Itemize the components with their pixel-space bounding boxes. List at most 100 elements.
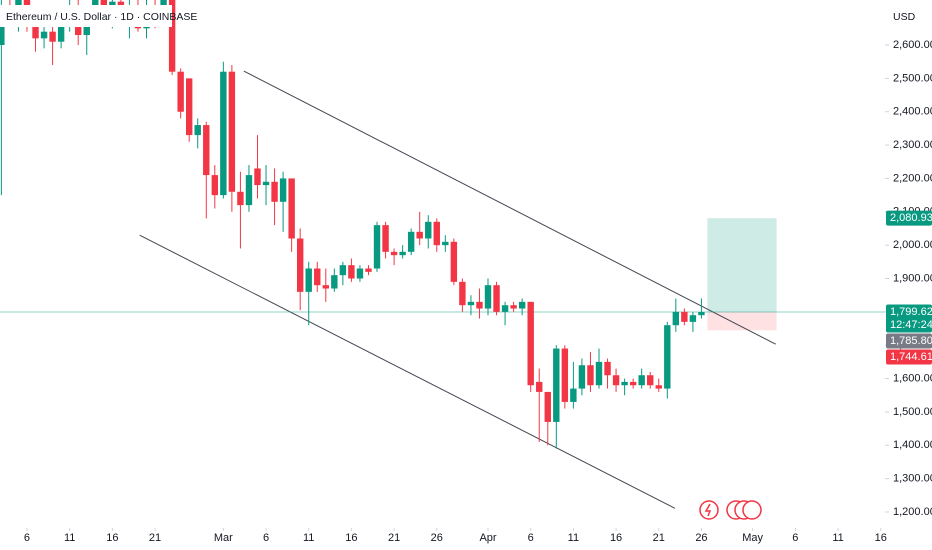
candle-body [433, 221, 440, 246]
trendline [243, 70, 776, 345]
x-tick-label: 6 [528, 532, 534, 544]
candle-body [32, 25, 39, 39]
y-tick-label: 2,000.00 [893, 239, 932, 251]
plot-area [0, 0, 885, 509]
candle-body [612, 375, 620, 386]
price-tag-label: 1,799.62 [890, 306, 932, 318]
currency-label: USD [893, 11, 916, 23]
candle-body [322, 285, 329, 289]
candle-body [629, 381, 637, 386]
candle-body [254, 168, 261, 186]
candle-body [262, 181, 270, 186]
candle-body [425, 221, 432, 239]
alert-icon[interactable] [699, 500, 719, 520]
candle-body [501, 305, 509, 312]
x-tick-label: 26 [431, 532, 443, 544]
price-tag [886, 349, 932, 365]
candle-body [100, 0, 108, 9]
candle-body [245, 175, 253, 206]
y-tick-label: 1,400.00 [893, 439, 932, 451]
candle-body [450, 241, 458, 282]
y-tick-label: 2,200.00 [893, 172, 932, 184]
x-tick-label: 6 [263, 532, 269, 544]
price-tag [886, 333, 932, 349]
candle-body [493, 285, 500, 312]
y-tick-label: 1,900.00 [893, 272, 932, 284]
y-tick-label: 2,400.00 [893, 106, 932, 118]
candle-body [484, 285, 492, 309]
candle-body [442, 241, 449, 246]
candle-body [237, 191, 244, 206]
candle-body [527, 301, 534, 386]
price-tag [886, 210, 932, 226]
candle-body [271, 181, 278, 202]
candle-body [314, 268, 321, 286]
candle-body [356, 268, 364, 279]
candle-body [664, 325, 671, 389]
candle-body [510, 305, 517, 309]
candle-body [228, 71, 236, 192]
candle-body [536, 381, 543, 392]
candle-body [578, 365, 586, 389]
event-icon[interactable] [742, 500, 762, 520]
candle-body [638, 375, 645, 386]
price-tag-label: 2,080.93 [890, 212, 932, 224]
x-tick-label: 26 [695, 532, 707, 544]
chart-title: Ethereum / U.S. Dollar · 1D · COINBASE [6, 11, 197, 23]
candle-body [655, 385, 662, 389]
y-tick-label: 2,300.00 [893, 139, 932, 151]
y-tick-label: 2,600.00 [893, 39, 932, 51]
candle-body [681, 311, 688, 322]
x-tick-label: 6 [792, 532, 798, 544]
x-tick-label: Apr [479, 532, 496, 544]
candle-body [544, 391, 551, 422]
price-tag [886, 304, 932, 333]
candle-body [553, 348, 560, 422]
candle-body [288, 178, 295, 239]
candle-body [476, 301, 483, 309]
candle-body [390, 251, 398, 256]
x-tick-label: 16 [610, 532, 622, 544]
x-tick-label: 6 [24, 532, 30, 544]
x-tick-label: 11 [303, 532, 314, 544]
x-tick-label: 11 [832, 532, 843, 544]
price-tag-label: 1,744.61 [890, 351, 932, 363]
x-tick-label: Mar [214, 532, 233, 544]
candle-body [459, 281, 466, 306]
candle-body [220, 71, 227, 196]
candle-body [40, 31, 48, 39]
candle-body [57, 18, 65, 42]
x-tick-label: 21 [388, 532, 400, 544]
candle-body [49, 31, 56, 42]
candle-body [177, 71, 184, 112]
candle-body [305, 268, 312, 292]
candle-body [168, 0, 176, 72]
candle-body [399, 251, 406, 256]
candle-body [561, 348, 569, 402]
x-tick-label: 11 [568, 532, 579, 544]
candle-body [339, 265, 347, 276]
price-tag-label: 1,785.80 [890, 335, 932, 347]
x-tick-label: 16 [875, 532, 887, 544]
title-background [0, 5, 172, 27]
candle-body [331, 275, 338, 289]
candle-body [348, 265, 355, 279]
candle-body [416, 231, 423, 239]
x-tick-label: 16 [345, 532, 357, 544]
y-tick-label: 1,600.00 [893, 372, 932, 384]
candle-body [604, 361, 611, 376]
toolbar-icons[interactable] [699, 500, 762, 520]
trendline [139, 234, 676, 509]
y-tick-label: 1,500.00 [893, 406, 932, 418]
candle-body [467, 301, 475, 306]
candle-body [279, 178, 287, 202]
x-tick-label: May [742, 532, 763, 544]
y-tick-label: 1,200.00 [893, 506, 932, 518]
candle-body [296, 238, 304, 292]
candle-body [672, 311, 680, 326]
candle-body [518, 301, 526, 309]
candle-body [203, 125, 210, 176]
